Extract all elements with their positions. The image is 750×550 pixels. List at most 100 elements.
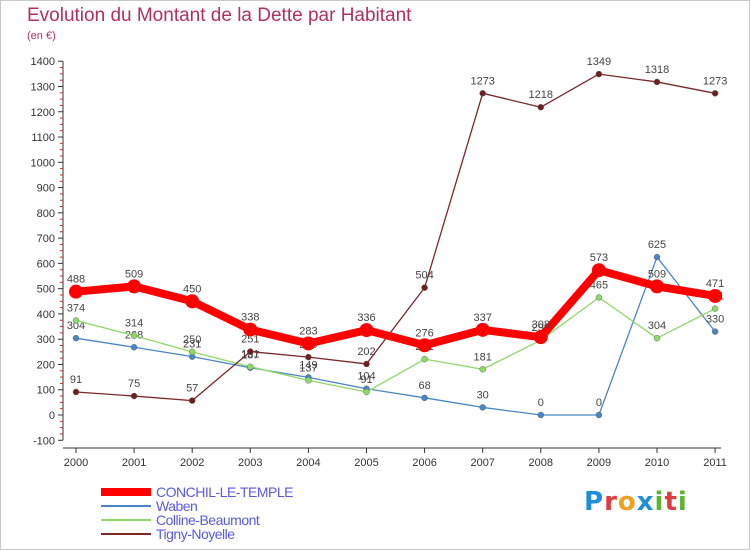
data-label: 1349 [587,56,611,68]
data-label: 330 [706,314,724,326]
data-label: 308 [532,319,550,331]
data-point [72,388,80,396]
y-tick-label: 500 [37,284,55,296]
data-label: 30 [477,389,489,401]
data-label: 1273 [470,75,494,87]
y-tick-label: 200 [37,359,55,371]
legend-label: Waben [156,498,198,514]
data-point [305,377,312,384]
x-tick-label: 2007 [470,457,494,469]
data-point [421,355,428,363]
data-point [537,104,544,111]
data-point [359,323,374,338]
logo-letter: o [617,487,637,517]
data-label: 625 [648,239,666,251]
data-point [595,294,603,301]
data-point [711,90,719,97]
legend-label: CONCHIL-LE-TEMPLE [156,484,293,500]
legend-swatch [101,533,151,535]
x-tick-label: 2000 [64,457,88,469]
y-tick-label: 900 [37,183,55,195]
x-tick-label: 2005 [354,457,378,469]
x-tick-label: 2008 [529,457,553,469]
data-label: 91 [360,374,372,386]
data-point [653,78,661,86]
data-label: 68 [418,380,430,392]
logo-letter: P [584,487,605,517]
data-point [421,284,428,291]
data-label: 509 [648,268,666,280]
data-label: 181 [474,351,492,363]
data-label: 57 [186,383,198,395]
data-label: 471 [706,278,724,290]
data-point [363,360,370,368]
x-tick-label: 2004 [296,457,320,469]
y-tick-label: 1100 [31,132,55,144]
data-label: 104 [357,371,375,383]
legend-swatch [101,505,151,507]
data-label: 304 [67,320,85,332]
legend-swatch [101,488,151,496]
data-point [595,411,603,419]
legend-item: Tigny-Noyelle [101,526,293,542]
legend-label: Colline-Beaumont [156,512,260,528]
x-tick-label: 2002 [180,457,204,469]
data-point [130,392,138,400]
logo-letter: t [664,487,678,517]
y-tick-label: 700 [37,233,55,245]
y-tick-label: 1200 [31,107,55,119]
data-label: 0 [538,397,544,409]
data-label: 137 [299,362,317,374]
data-point [708,288,723,303]
data-label: 75 [128,378,140,390]
y-tick-label: 400 [37,309,55,321]
y-tick-label: 1400 [31,56,55,68]
data-point [130,332,138,339]
data-point [243,322,258,337]
legend-label: Tigny-Noyelle [156,526,235,542]
logo-letter: i [677,487,688,517]
data-point [653,253,661,261]
data-label: 450 [183,283,201,295]
y-tick-label: 600 [37,258,55,270]
legend-item: Waben [101,498,293,514]
logo-letter: r [604,487,618,517]
data-label: 202 [357,346,375,358]
data-point [247,363,254,370]
data-point [653,334,661,342]
data-label: 573 [590,252,608,264]
data-point [479,366,486,373]
chart-title: Evolution du Montant de la Dette par Hab… [27,5,412,26]
y-tick-label: 1000 [31,157,55,169]
data-label: 337 [474,312,492,324]
data-label: 187 [241,350,259,362]
logo-letter: i [654,487,665,517]
data-point [72,334,80,342]
data-label: 509 [125,268,143,280]
chart-legend: CONCHIL-LE-TEMPLE Waben Colline-Beaumont Ti… [101,484,293,542]
y-tick-label: 800 [37,208,55,220]
y-tick-label: 0 [49,410,55,422]
data-point [188,348,196,356]
data-point [127,279,142,294]
x-tick-label: 2003 [238,457,262,469]
y-tick-label: 100 [37,385,55,397]
data-label: 251 [241,334,259,346]
x-tick-label: 2009 [587,457,611,469]
series-line-1 [75,256,716,416]
data-point [711,328,719,335]
data-label: 250 [183,334,201,346]
data-label: 504 [415,270,433,282]
data-point [591,263,606,278]
data-point [363,388,370,396]
data-point [69,284,83,299]
data-label: 338 [241,312,259,324]
data-point [188,397,196,404]
data-point [301,336,316,351]
data-point [421,394,428,402]
series-line-3 [75,73,716,402]
chart-unit: (en €) [27,30,56,42]
data-label: 314 [125,318,143,330]
